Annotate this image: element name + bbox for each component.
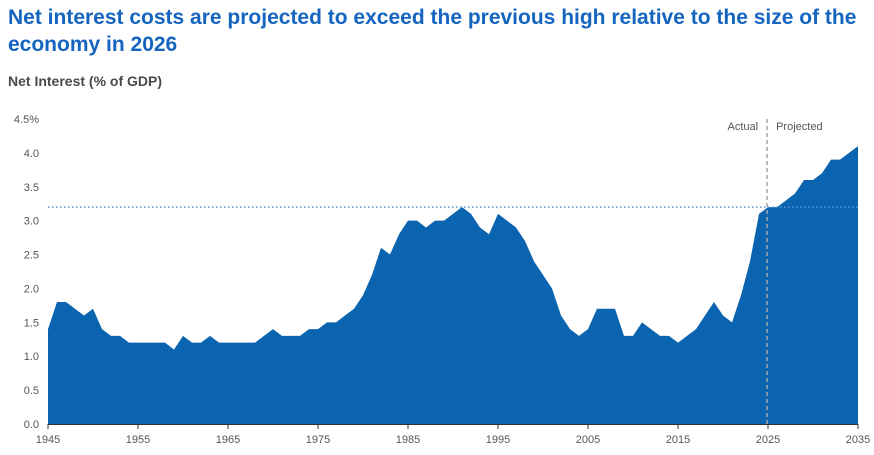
historical-high-value-label: (3.2% of GDP)	[55, 232, 136, 246]
x-axis: 1945 1955 1965 1975 1985 1995 2005 2015 2025 2035	[36, 424, 870, 446]
x-tick-label: 1985	[396, 434, 420, 446]
y-tick-label: 2.0	[24, 283, 39, 295]
y-tick-label: 2.5	[24, 250, 39, 262]
y-tick-label: 4.0	[24, 148, 39, 160]
x-tick-label: 1945	[36, 434, 60, 446]
net-interest-area	[48, 146, 858, 425]
x-tick-label: 1965	[216, 434, 240, 446]
y-tick-label: 0.5	[24, 385, 39, 397]
y-tick-label: 3.5	[24, 182, 39, 194]
y-tick-label: 1.5	[24, 317, 39, 329]
historical-high-label: Historical High	[55, 216, 136, 230]
x-tick-label: 2025	[756, 434, 780, 446]
y-axis: 0.0 0.5 1.0 1.5 2.0 2.5 3.0 3.5 4.0 4.5%	[14, 114, 39, 431]
x-tick-label: 1955	[126, 434, 150, 446]
x-tick-label: 1995	[486, 434, 510, 446]
actual-label: Actual	[728, 121, 759, 133]
y-tick-label: 1.0	[24, 351, 39, 363]
y-tick-label: 3.0	[24, 216, 39, 228]
x-tick-label: 2015	[666, 434, 690, 446]
y-tick-label: 4.5%	[14, 114, 39, 126]
chart-subtitle: Net Interest (% of GDP)	[8, 73, 163, 89]
x-tick-label: 1975	[306, 434, 330, 446]
projected-label: Projected	[776, 121, 822, 133]
x-tick-label: 2005	[576, 434, 600, 446]
y-tick-label: 0.0	[24, 419, 39, 431]
x-tick-label: 2035	[846, 434, 870, 446]
chart-title: Net interest costs are projected to exce…	[8, 6, 857, 56]
